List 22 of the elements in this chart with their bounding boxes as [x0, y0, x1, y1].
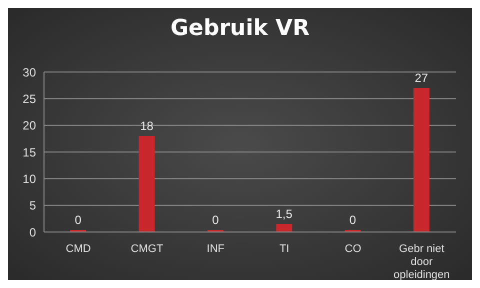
x-tick-label: CO — [344, 243, 362, 255]
y-tick-label: 25 — [22, 92, 36, 106]
x-tick-label: INF — [206, 243, 225, 255]
x-tick-label: CMGT — [130, 243, 164, 255]
chart-title: Gebruik VR — [169, 15, 311, 43]
y-tick-label: 0 — [29, 225, 36, 240]
data-label: 0 — [212, 213, 220, 227]
y-tick-label: 20 — [22, 118, 36, 133]
x-tick-label: CMD — [66, 243, 91, 255]
data-label: 0 — [74, 213, 82, 227]
data-label: 27 — [414, 71, 428, 85]
data-label: 18 — [140, 119, 154, 133]
bar — [138, 136, 155, 232]
data-label: 1,5 — [276, 207, 293, 221]
y-tick-label: 5 — [29, 198, 36, 213]
data-label: 0 — [349, 213, 356, 227]
x-tick-label: TI — [279, 243, 290, 255]
y-tick-label: 10 — [22, 172, 36, 186]
y-tick-label: 30 — [22, 65, 36, 80]
x-tick-label: Gebr niet door opleidingen — [394, 243, 450, 281]
y-tick-label: 15 — [22, 145, 36, 160]
bar — [413, 88, 430, 232]
